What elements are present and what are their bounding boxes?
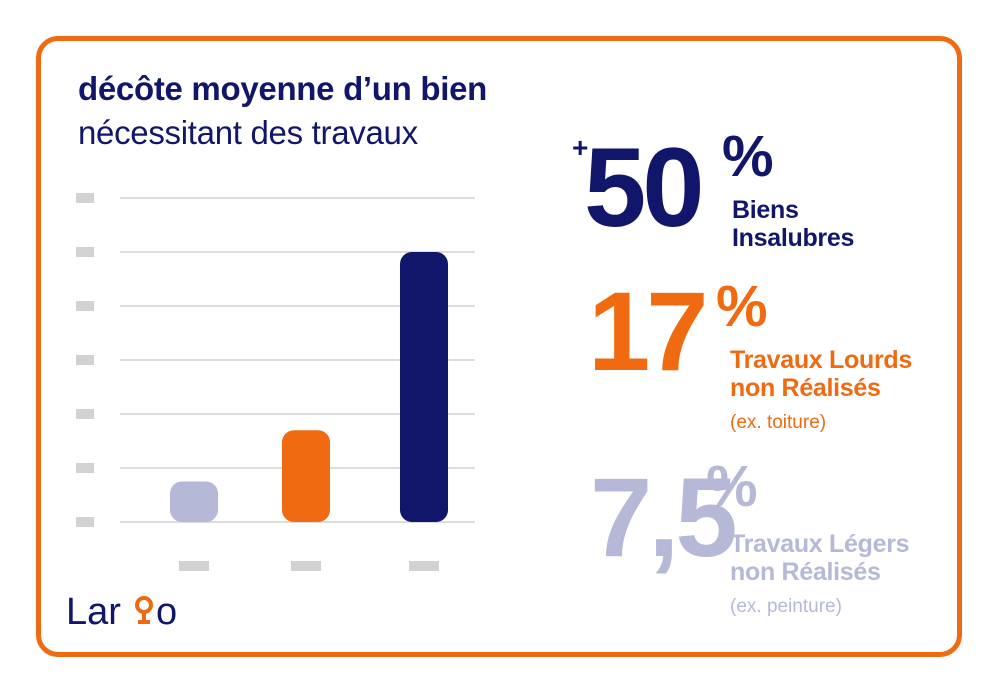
logo-text-right: o (156, 591, 177, 633)
y-tick-label-redacted (76, 409, 94, 419)
y-tick-label-redacted (76, 355, 94, 365)
x-tick-label-redacted (409, 561, 439, 571)
card-frame (36, 36, 962, 657)
y-tick-label-redacted (76, 301, 94, 311)
y-tick-label-redacted (76, 193, 94, 203)
stat-1-prefix: + (572, 132, 589, 163)
keyhole-icon (135, 596, 153, 624)
y-tick-label-redacted (76, 247, 94, 257)
bar-chart (76, 193, 475, 571)
chart-subtitle: nécessitant des travaux (78, 114, 418, 151)
stat-1-label: Biens Insalubres (732, 196, 854, 252)
logo-text-left: Lar (66, 591, 121, 633)
bar-1 (170, 481, 218, 522)
y-tick-label-redacted (76, 463, 94, 473)
stat-3-label-line-2: non Réalisés (730, 558, 881, 586)
y-tick-label-redacted (76, 517, 94, 527)
stat-2-label: Travaux Lourds non Réalisés (730, 346, 912, 402)
stat-1-number: 50 (584, 125, 705, 250)
stat-1-label-line-1: Biens (732, 196, 799, 224)
bar-3 (400, 252, 448, 522)
stat-2-note: (ex. toiture) (730, 412, 827, 433)
x-tick-label-redacted (291, 561, 321, 571)
chart-title: décôte moyenne d’un bien (78, 70, 488, 107)
stat-3-note: (ex. peinture) (730, 596, 842, 617)
bar-2 (282, 430, 330, 522)
stat-2-label-line-1: Travaux Lourds (730, 346, 912, 374)
stat-2-number: 17 (588, 269, 709, 394)
stat-3-unit: % (706, 454, 758, 519)
stat-3-label-line-1: Travaux Légers (730, 530, 910, 558)
stat-3-label: Travaux Légers non Réalisés (730, 530, 910, 586)
lario-logo: Lar o (66, 591, 177, 633)
stat-1-label-line-2: Insalubres (732, 224, 855, 252)
stat-3-number: 7,5 (590, 455, 738, 580)
x-tick-label-redacted (179, 561, 209, 571)
stat-2-unit: % (716, 274, 768, 339)
stat-1-unit: % (722, 124, 774, 189)
stat-2-label-line-2: non Réalisés (730, 374, 881, 402)
